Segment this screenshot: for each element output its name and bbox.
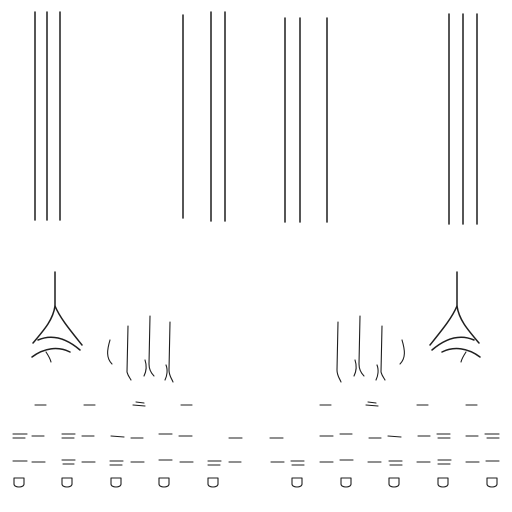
- nail-glyph: [437, 477, 449, 488]
- finger-stroke: [399, 339, 405, 365]
- finger-stroke: [148, 315, 155, 377]
- dash-mark: [365, 404, 379, 407]
- dash-mark: [110, 435, 125, 438]
- nail-glyph: [207, 477, 219, 488]
- claw-sketch-left: [31, 271, 83, 363]
- nail-glyph-row: [13, 477, 498, 488]
- nail-glyph: [61, 477, 73, 488]
- nail-glyph: [110, 477, 122, 488]
- finger-stroke: [380, 325, 386, 381]
- claw-stroke: [441, 347, 481, 358]
- nail-glyph: [340, 477, 352, 488]
- nail-glyph: [158, 477, 170, 488]
- vertical-lines-group-1: [34, 11, 61, 221]
- nail-glyph: [291, 477, 303, 488]
- dash-row-3: [12, 459, 500, 466]
- finger-stroke: [143, 359, 147, 377]
- dash-mark: [387, 435, 402, 438]
- finger-stroke: [336, 321, 342, 383]
- claw-stroke: [429, 305, 458, 346]
- claw-stroke: [32, 271, 56, 344]
- claw-stroke: [460, 351, 467, 363]
- claw-stroke: [54, 305, 83, 346]
- dash-mark: [135, 401, 145, 404]
- finger-sketches-left: [107, 315, 174, 383]
- finger-stroke: [168, 321, 174, 383]
- finger-stroke: [375, 364, 379, 381]
- dash-mark: [367, 401, 377, 404]
- claw-stroke: [456, 271, 480, 344]
- finger-stroke: [107, 339, 113, 365]
- dash-row-2: [12, 433, 500, 439]
- claw-stroke: [431, 336, 475, 351]
- vertical-lines-group-2: [182, 11, 226, 222]
- finger-stroke: [353, 359, 357, 377]
- claw-stroke: [45, 351, 52, 363]
- vertical-lines-group-4: [448, 13, 478, 225]
- finger-stroke: [126, 325, 132, 381]
- dash-mark: [132, 404, 146, 407]
- finger-stroke: [164, 364, 168, 381]
- dash-row-1: [34, 401, 478, 407]
- claw-stroke: [37, 336, 81, 351]
- claw-stroke: [31, 347, 71, 358]
- nail-glyph: [388, 477, 400, 488]
- claw-sketch-right: [429, 271, 481, 363]
- vertical-lines-group-3: [284, 17, 328, 223]
- finger-sketches-right: [336, 315, 405, 383]
- finger-stroke: [358, 315, 365, 377]
- nail-glyph: [13, 477, 25, 488]
- nail-glyph: [486, 477, 498, 488]
